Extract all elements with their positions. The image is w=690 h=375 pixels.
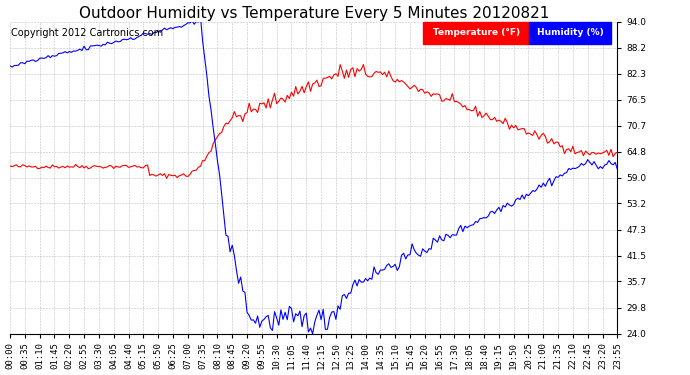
Title: Outdoor Humidity vs Temperature Every 5 Minutes 20120821: Outdoor Humidity vs Temperature Every 5 … (79, 6, 549, 21)
Text: Copyright 2012 Cartronics.com: Copyright 2012 Cartronics.com (11, 28, 164, 38)
Text: Humidity (%): Humidity (%) (537, 28, 604, 38)
Text: Temperature (°F): Temperature (°F) (433, 28, 520, 38)
Bar (529, 22, 611, 44)
Bar (423, 22, 529, 44)
